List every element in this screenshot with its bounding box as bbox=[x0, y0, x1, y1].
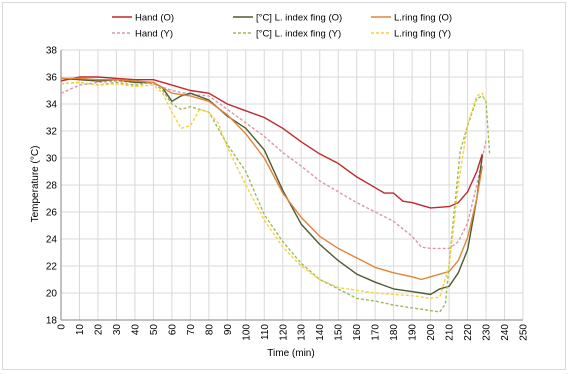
x-tick-label: 10 bbox=[75, 324, 86, 336]
y-tick-label: 20 bbox=[46, 289, 58, 300]
legend-label-6: L.ring fing (Y) bbox=[394, 29, 451, 40]
y-tick-label: 18 bbox=[46, 316, 58, 327]
y-tick-label: 32 bbox=[46, 127, 58, 138]
series-line-3 bbox=[60, 77, 483, 296]
x-tick-label: 110 bbox=[260, 324, 271, 340]
x-tick-label: 130 bbox=[297, 324, 308, 341]
x-tick-label: 90 bbox=[223, 324, 234, 336]
legend-label-1: Hand (O) bbox=[135, 13, 174, 24]
y-tick-label: 28 bbox=[46, 181, 58, 192]
chart-frame bbox=[2, 2, 566, 370]
legend-label-4: [°C] L. index fing (Y) bbox=[256, 29, 341, 40]
x-axis-title: Time (min) bbox=[267, 348, 314, 359]
series-line-5 bbox=[61, 77, 483, 281]
x-tick-label: 20 bbox=[93, 324, 104, 336]
series-line-1 bbox=[60, 76, 483, 209]
x-tick-label: 170 bbox=[371, 324, 382, 341]
y-tick-label: 24 bbox=[46, 235, 58, 246]
x-tick-label: 250 bbox=[519, 324, 530, 341]
x-tick-label: 200 bbox=[426, 324, 437, 341]
legend-label-3: [°C] L. index fing (O) bbox=[256, 13, 342, 24]
x-tick-label: 60 bbox=[167, 324, 178, 336]
legend: Hand (O) Hand (Y) [°C] L. index fing (O) [°… bbox=[112, 13, 452, 40]
y-tick-label: 38 bbox=[46, 46, 58, 57]
y-tick-label: 34 bbox=[46, 100, 58, 111]
x-tick-label: 180 bbox=[389, 324, 400, 341]
x-tick-label: 100 bbox=[241, 324, 252, 341]
legend-label-2: Hand (Y) bbox=[135, 29, 173, 40]
x-tick-label: 30 bbox=[112, 324, 123, 336]
series-line-4 bbox=[60, 81, 491, 313]
x-tick-label: 210 bbox=[445, 324, 456, 341]
legend-label-5: L.ring fing (O) bbox=[394, 13, 452, 24]
x-tick-label: 240 bbox=[500, 324, 511, 341]
x-tick-label: 190 bbox=[408, 324, 419, 341]
x-tick-label: 40 bbox=[130, 324, 141, 336]
x-tick-label: 80 bbox=[204, 324, 215, 336]
x-tick-label: 160 bbox=[352, 324, 363, 341]
x-tick-label: 230 bbox=[482, 324, 493, 341]
x-tick-label: 0 bbox=[57, 324, 68, 330]
y-tick-label: 36 bbox=[46, 73, 58, 84]
series-line-2 bbox=[60, 80, 487, 250]
x-tick-label: 220 bbox=[463, 324, 474, 341]
y-tick-label: 26 bbox=[46, 208, 58, 219]
x-tick-label: 120 bbox=[278, 324, 289, 341]
y-tick-label: 22 bbox=[46, 262, 58, 273]
x-tick-label: 140 bbox=[315, 324, 326, 341]
grid-lines bbox=[60, 49, 524, 321]
series-lines bbox=[60, 76, 491, 313]
y-axis-title: Temperature (°C) bbox=[30, 146, 41, 223]
series-line-6 bbox=[60, 81, 487, 300]
x-tick-label: 50 bbox=[149, 324, 160, 336]
x-tick-label: 150 bbox=[334, 324, 345, 341]
axes: 18 20 22 24 26 28 30 32 34 36 38 0 10 20 30 40 50 60 70 80 9… bbox=[46, 46, 530, 341]
x-tick-label: 70 bbox=[186, 324, 197, 336]
y-tick-label: 30 bbox=[46, 154, 58, 165]
